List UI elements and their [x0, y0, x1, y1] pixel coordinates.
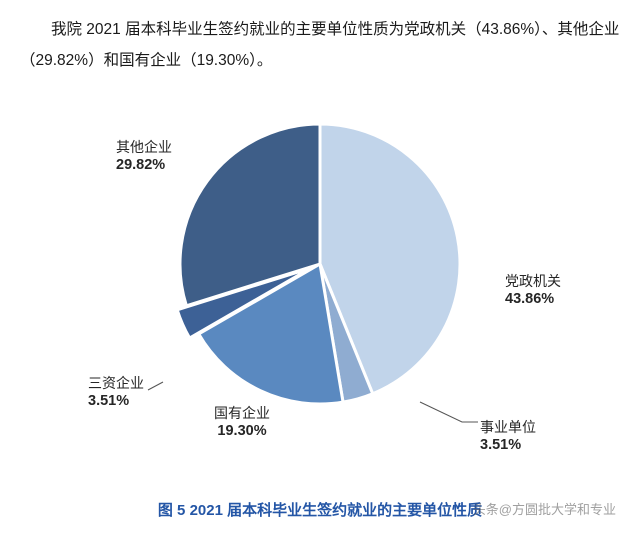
leader-line — [420, 402, 478, 422]
slice-name: 党政机关 — [505, 272, 561, 290]
slice-name: 事业单位 — [480, 418, 536, 436]
slice-name: 其他企业 — [116, 138, 172, 156]
intro-paragraph: 我院 2021 届本科毕业生签约就业的主要单位性质为党政机关（43.86%）、其… — [0, 0, 640, 76]
slice-label: 党政机关43.86% — [505, 272, 561, 309]
slice-name: 国有企业 — [214, 404, 270, 422]
slice-label: 事业单位3.51% — [480, 418, 536, 455]
slice-label: 三资企业3.51% — [88, 374, 144, 411]
leader-line — [148, 382, 163, 390]
pie-chart: 党政机关43.86%事业单位3.51%国有企业19.30%三资企业3.51%其他… — [0, 84, 640, 464]
slice-pct: 43.86% — [505, 290, 561, 309]
slice-label: 其他企业29.82% — [116, 138, 172, 175]
slice-pct: 29.82% — [116, 156, 172, 175]
slice-name: 三资企业 — [88, 374, 144, 392]
slice-pct: 3.51% — [480, 436, 536, 455]
figure-caption: 图 5 2021 届本科毕业生签约就业的主要单位性质 — [0, 499, 640, 520]
slice-pct: 19.30% — [214, 422, 270, 441]
slice-pct: 3.51% — [88, 392, 144, 411]
slice-label: 国有企业19.30% — [214, 404, 270, 441]
